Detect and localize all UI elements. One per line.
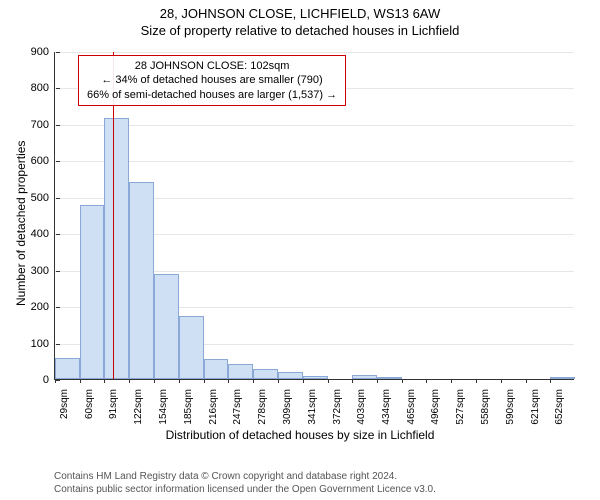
x-tick-mark [204,379,205,383]
y-tick: 0 [43,374,55,386]
y-tick: 700 [31,119,55,131]
x-tick: 621sqm [530,387,541,425]
histogram-bar [253,369,278,379]
x-tick: 403sqm [356,387,367,425]
histogram-bar [204,359,229,379]
histogram-bar [104,118,129,379]
histogram-bar [55,358,80,379]
y-tick: 400 [31,228,55,240]
x-tick-mark [129,379,130,383]
x-tick-mark [80,379,81,383]
gridline-h [55,161,574,162]
y-tick: 500 [31,192,55,204]
x-tick-mark [476,379,477,383]
histogram-bar [179,316,204,379]
x-tick-mark [253,379,254,383]
histogram-bar [303,376,328,379]
x-tick: 185sqm [183,387,194,425]
annotation-line-3: 66% of semi-detached houses are larger (… [87,88,337,102]
histogram-bar [550,377,575,379]
annotation-line-1: 28 JOHNSON CLOSE: 102sqm [87,59,337,73]
x-tick-mark [451,379,452,383]
histogram-bar [352,375,377,379]
footer-line-1: Contains HM Land Registry data © Crown c… [54,471,436,484]
x-tick: 434sqm [381,387,392,425]
x-tick: 372sqm [332,387,343,425]
page-subtitle: Size of property relative to detached ho… [0,21,600,38]
x-tick-mark [352,379,353,383]
annotation-line-2: ← 34% of detached houses are smaller (79… [87,73,337,87]
x-tick-mark [55,379,56,383]
footer-line-2: Contains public sector information licen… [54,484,436,497]
x-tick: 154sqm [158,387,169,425]
x-tick-mark [402,379,403,383]
y-tick: 200 [31,301,55,313]
x-tick-mark [179,379,180,383]
footer-attribution: Contains HM Land Registry data © Crown c… [54,471,436,496]
histogram-bar [228,364,253,379]
y-tick: 600 [31,155,55,167]
histogram-bar [129,182,154,379]
marker-annotation: 28 JOHNSON CLOSE: 102sqm ← 34% of detach… [78,55,346,106]
x-tick-mark [154,379,155,383]
x-tick-mark [228,379,229,383]
x-axis-label: Distribution of detached houses by size … [0,428,600,442]
x-tick-mark [550,379,551,383]
x-tick: 91sqm [108,387,119,419]
x-tick: 278sqm [257,387,268,425]
x-tick: 216sqm [208,387,219,425]
x-tick-mark [328,379,329,383]
x-tick: 465sqm [406,387,417,425]
histogram-bar [80,205,105,379]
x-tick-mark [526,379,527,383]
gridline-h [55,125,574,126]
page-title: 28, JOHNSON CLOSE, LICHFIELD, WS13 6AW [0,0,600,21]
y-tick: 300 [31,265,55,277]
x-tick: 652sqm [554,387,565,425]
x-tick: 60sqm [84,387,95,419]
histogram-bar [154,274,179,379]
x-tick: 122sqm [133,387,144,425]
y-tick: 800 [31,82,55,94]
x-tick-mark [278,379,279,383]
x-tick: 341sqm [307,387,318,425]
x-tick-mark [377,379,378,383]
y-tick: 100 [31,338,55,350]
x-tick: 590sqm [505,387,516,425]
gridline-h [55,52,574,53]
y-tick: 900 [31,46,55,58]
x-tick: 496sqm [430,387,441,425]
histogram-bar [377,377,402,379]
histogram-bar [278,372,303,379]
x-tick: 309sqm [282,387,293,425]
x-tick-mark [303,379,304,383]
y-axis-label: Number of detached properties [14,141,28,306]
x-tick: 29sqm [59,387,70,419]
x-tick: 558sqm [480,387,491,425]
x-tick-mark [426,379,427,383]
x-tick: 247sqm [232,387,243,425]
x-tick-mark [104,379,105,383]
x-tick: 527sqm [455,387,466,425]
x-tick-mark [501,379,502,383]
